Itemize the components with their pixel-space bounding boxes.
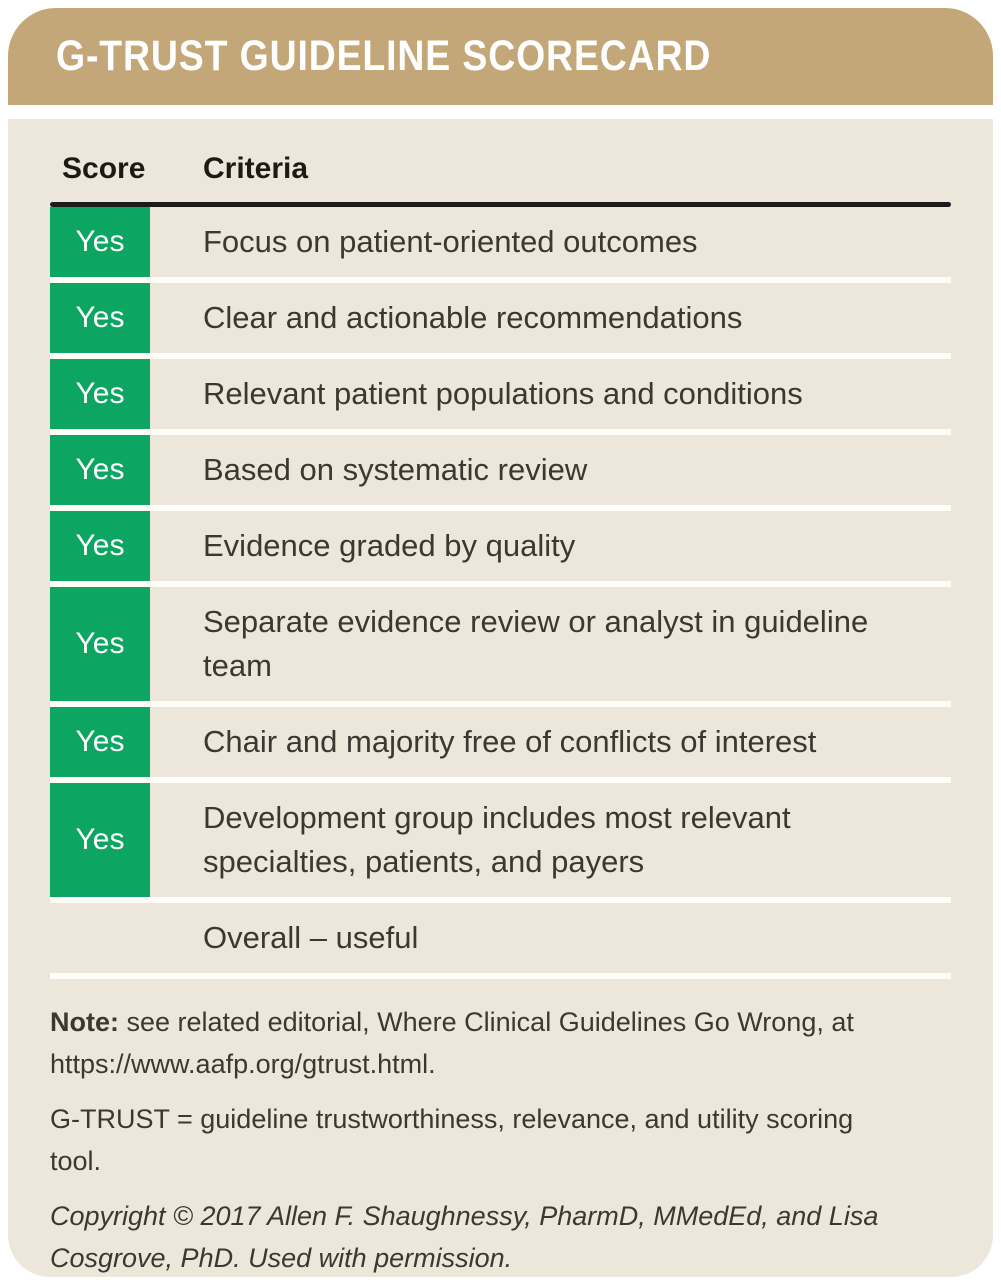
score-badge: Yes [50, 707, 150, 777]
table-row: Yes Chair and majority free of conflicts… [50, 707, 951, 783]
criteria-text: Separate evidence review or analyst in g… [203, 604, 869, 683]
table-row: Yes Relevant patient populations and con… [50, 359, 951, 435]
header-rule [50, 202, 951, 207]
score-badge: Yes [50, 207, 150, 277]
abbreviation-paragraph: G-TRUST = guideline trustworthiness, rel… [50, 1104, 854, 1176]
score-badge-empty [50, 903, 150, 973]
column-headers: Score Criteria [50, 119, 951, 202]
score-badge: Yes [50, 435, 150, 505]
note-label: Note: [50, 1007, 119, 1037]
score-badge: Yes [50, 587, 150, 701]
card-body: Score Criteria Yes Focus on patient-orie… [8, 119, 993, 1277]
table-row: Yes Evidence graded by quality [50, 511, 951, 587]
note-paragraph: Note: see related editorial, Where Clini… [50, 1001, 966, 1085]
table-row: Yes Clear and actionable recommendations [50, 283, 951, 359]
criteria-text: Based on systematic review [203, 452, 588, 487]
criteria-text: Overall – useful [203, 920, 419, 955]
card-title: G-TRUST GUIDELINE SCORECARD [56, 32, 712, 80]
note-text: see related editorial, Where Clinical Gu… [50, 1007, 854, 1079]
score-badge: Yes [50, 511, 150, 581]
criteria-text: Evidence graded by quality [203, 528, 576, 563]
criteria-text: Clear and actionable recommendations [203, 300, 743, 335]
criteria-text: Relevant patient populations and conditi… [203, 376, 803, 411]
criteria-text: Focus on patient-oriented outcomes [203, 224, 698, 259]
footnotes: Note: see related editorial, Where Clini… [50, 1001, 966, 1279]
table-row-overall: Overall – useful [50, 903, 951, 979]
criteria-text: Chair and majority free of conflicts of … [203, 724, 817, 759]
table-row: Yes Based on systematic review [50, 435, 951, 511]
table-row: Yes Separate evidence review or analyst … [50, 587, 951, 707]
copyright-paragraph: Copyright © 2017 Allen F. Shaughnessy, P… [50, 1201, 879, 1273]
table-row: Yes Development group includes most rele… [50, 783, 951, 903]
card-header: G-TRUST GUIDELINE SCORECARD [8, 8, 993, 105]
criteria-text: Development group includes most relevant… [203, 800, 791, 879]
score-table: Yes Focus on patient-oriented outcomes Y… [50, 207, 951, 979]
column-header-criteria: Criteria [203, 152, 309, 185]
column-header-score: Score [62, 152, 146, 185]
score-badge: Yes [50, 783, 150, 897]
table-row: Yes Focus on patient-oriented outcomes [50, 207, 951, 283]
score-badge: Yes [50, 359, 150, 429]
score-badge: Yes [50, 283, 150, 353]
